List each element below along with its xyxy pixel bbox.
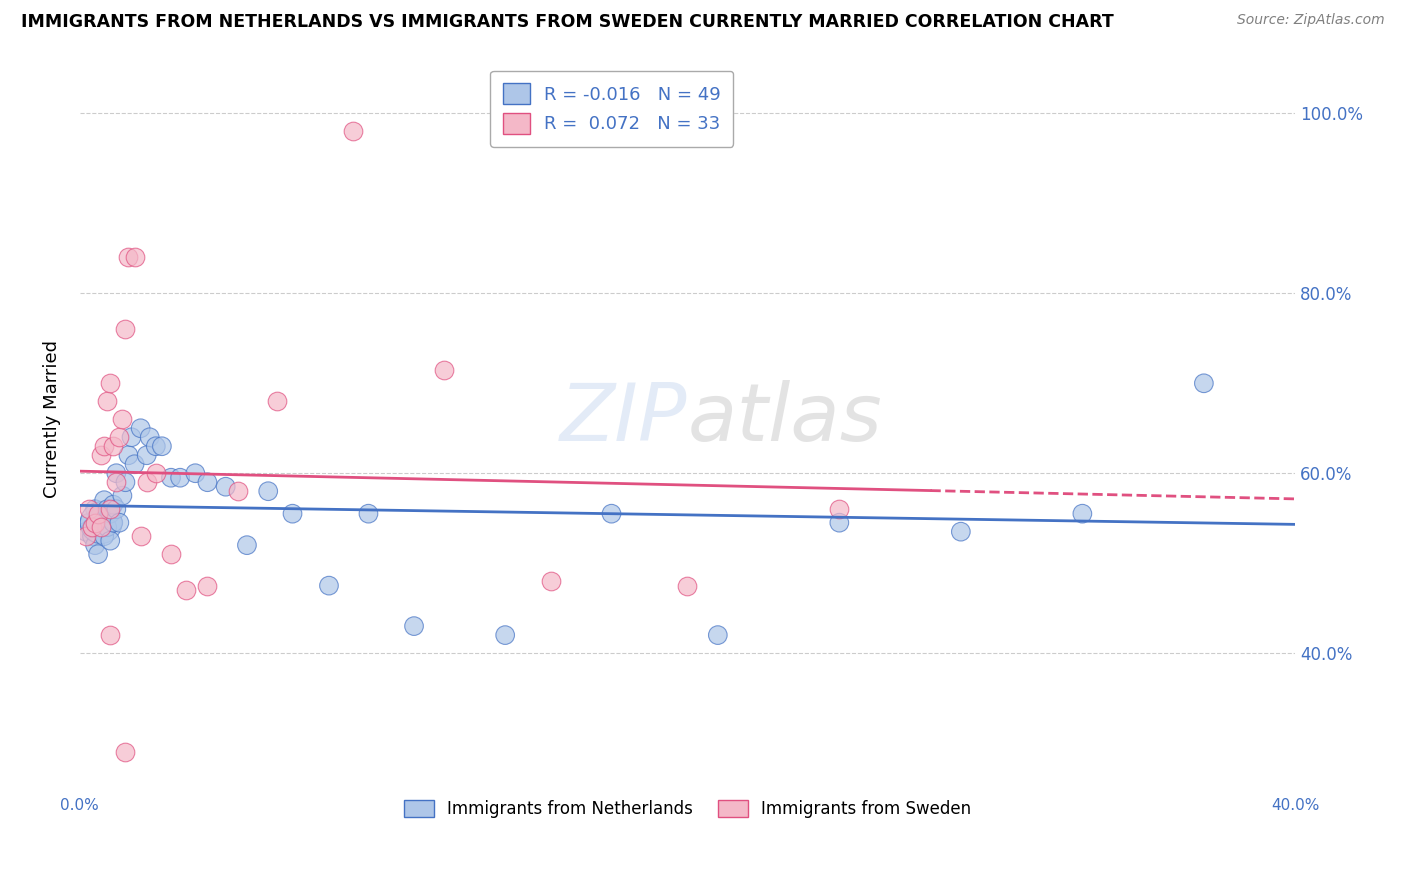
Text: 0.0%: 0.0% — [60, 798, 100, 813]
Point — [707, 628, 730, 642]
Point — [98, 507, 121, 521]
Point — [77, 502, 100, 516]
Point — [84, 516, 107, 530]
Point — [80, 520, 103, 534]
Point — [90, 516, 112, 530]
Point — [108, 430, 131, 444]
Point — [87, 507, 110, 521]
Point — [121, 430, 143, 444]
Point — [103, 516, 125, 530]
Point — [197, 475, 219, 490]
Point — [828, 516, 851, 530]
Point — [98, 628, 121, 642]
Point — [90, 448, 112, 462]
Point — [257, 484, 280, 499]
Point — [494, 628, 516, 642]
Point — [84, 502, 107, 516]
Point — [318, 579, 340, 593]
Point — [135, 475, 157, 490]
Point — [105, 467, 128, 481]
Point — [75, 524, 97, 539]
Point — [949, 524, 972, 539]
Point — [93, 439, 115, 453]
Point — [433, 363, 456, 377]
Point — [160, 471, 183, 485]
Text: 40.0%: 40.0% — [1271, 798, 1319, 813]
Point — [281, 507, 304, 521]
Point — [114, 745, 136, 759]
Point — [105, 502, 128, 516]
Point — [75, 529, 97, 543]
Point — [105, 475, 128, 490]
Point — [236, 538, 259, 552]
Point — [129, 529, 152, 543]
Point — [145, 439, 167, 453]
Point — [87, 511, 110, 525]
Point — [266, 394, 288, 409]
Point — [117, 251, 139, 265]
Point — [145, 467, 167, 481]
Point — [98, 502, 121, 516]
Point — [342, 124, 364, 138]
Point — [93, 493, 115, 508]
Point — [96, 520, 118, 534]
Point — [117, 448, 139, 462]
Point — [90, 507, 112, 521]
Point — [111, 489, 134, 503]
Point — [96, 394, 118, 409]
Legend: Immigrants from Netherlands, Immigrants from Sweden: Immigrants from Netherlands, Immigrants … — [396, 793, 979, 825]
Point — [197, 579, 219, 593]
Point — [93, 529, 115, 543]
Point — [114, 475, 136, 490]
Point — [90, 520, 112, 534]
Text: Source: ZipAtlas.com: Source: ZipAtlas.com — [1237, 13, 1385, 28]
Point — [96, 502, 118, 516]
Point — [80, 529, 103, 543]
Point — [828, 502, 851, 516]
Point — [150, 439, 173, 453]
Point — [174, 583, 197, 598]
Point — [114, 322, 136, 336]
Point — [103, 439, 125, 453]
Point — [184, 467, 207, 481]
Point — [600, 507, 623, 521]
Point — [169, 471, 191, 485]
Point — [160, 547, 183, 561]
Point — [103, 498, 125, 512]
Point — [402, 619, 425, 633]
Point — [77, 516, 100, 530]
Point — [98, 376, 121, 391]
Point — [84, 538, 107, 552]
Point — [226, 484, 249, 499]
Point — [135, 448, 157, 462]
Point — [676, 579, 699, 593]
Point — [1071, 507, 1094, 521]
Point — [98, 533, 121, 548]
Text: atlas: atlas — [688, 380, 882, 458]
Point — [124, 251, 146, 265]
Text: IMMIGRANTS FROM NETHERLANDS VS IMMIGRANTS FROM SWEDEN CURRENTLY MARRIED CORRELAT: IMMIGRANTS FROM NETHERLANDS VS IMMIGRANT… — [21, 13, 1114, 31]
Point — [124, 457, 146, 471]
Point — [357, 507, 380, 521]
Point — [108, 516, 131, 530]
Point — [80, 520, 103, 534]
Point — [129, 421, 152, 435]
Y-axis label: Currently Married: Currently Married — [44, 340, 60, 499]
Point — [111, 412, 134, 426]
Point — [1192, 376, 1215, 391]
Point — [139, 430, 162, 444]
Point — [540, 574, 562, 589]
Point — [215, 480, 238, 494]
Point — [87, 547, 110, 561]
Text: ZIP: ZIP — [560, 380, 688, 458]
